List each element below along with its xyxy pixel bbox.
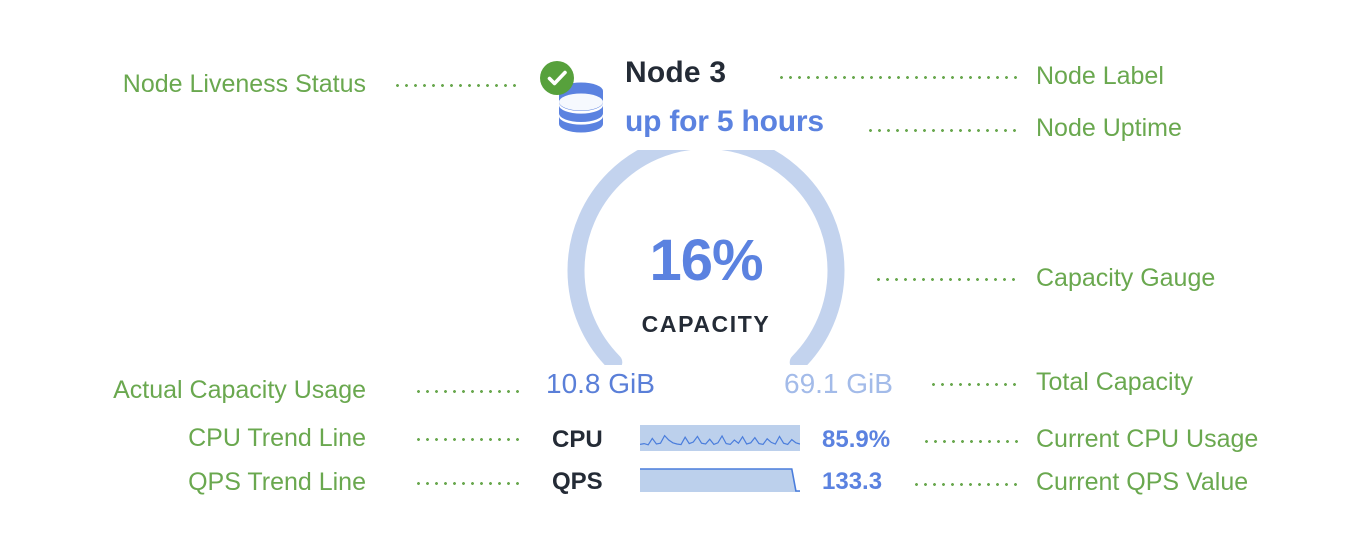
capacity-total-value: 69.1 GiB xyxy=(784,368,893,399)
annotation-node-label: Node Label xyxy=(1036,62,1164,90)
node-uptime: up for 5 hours xyxy=(625,105,824,138)
leader-actual-capacity-usage xyxy=(414,390,522,393)
annotation-actual-capacity-usage: Actual Capacity Usage xyxy=(113,376,366,404)
qps-label: QPS xyxy=(552,468,603,495)
leader-total-capacity xyxy=(929,383,1017,386)
annotation-capacity-gauge: Capacity Gauge xyxy=(1036,264,1216,292)
cpu-value: 85.9% xyxy=(822,426,891,453)
cpu-label: CPU xyxy=(552,426,603,453)
cpu-sparkline xyxy=(640,425,800,451)
annotation-qps-trend-line: QPS Trend Line xyxy=(188,468,366,496)
leader-capacity-gauge xyxy=(874,278,1018,281)
annotation-current-qps-value: Current QPS Value xyxy=(1036,468,1249,496)
gauge-percent: 16% xyxy=(649,228,763,293)
leader-node-liveness-status xyxy=(393,84,521,87)
leader-cpu-trend-line xyxy=(414,438,522,441)
annotation-total-capacity: Total Capacity xyxy=(1036,368,1194,396)
qps-sparkline xyxy=(640,468,800,492)
leader-qps-trend-line xyxy=(414,482,522,485)
liveness-check-icon xyxy=(540,61,574,95)
capacity-gauge xyxy=(567,150,845,365)
qps-value: 133.3 xyxy=(822,468,883,495)
node-label: Node 3 xyxy=(625,56,727,89)
leader-current-cpu-usage xyxy=(922,440,1018,443)
annotation-node-liveness-status: Node Liveness Status xyxy=(122,70,366,98)
annotation-cpu-trend-line: CPU Trend Line xyxy=(188,424,366,452)
annotation-current-cpu-usage: Current CPU Usage xyxy=(1036,425,1259,453)
node-status-icon xyxy=(540,61,603,133)
database-icon xyxy=(559,82,603,133)
annotation-node-uptime: Node Uptime xyxy=(1036,114,1182,142)
capacity-used-value: 10.8 GiB xyxy=(546,368,655,399)
leader-current-qps-value xyxy=(912,483,1018,486)
gauge-track xyxy=(567,150,845,365)
leader-node-uptime xyxy=(866,129,1018,132)
gauge-caption: CAPACITY xyxy=(641,311,771,337)
leader-node-label xyxy=(777,76,1017,79)
